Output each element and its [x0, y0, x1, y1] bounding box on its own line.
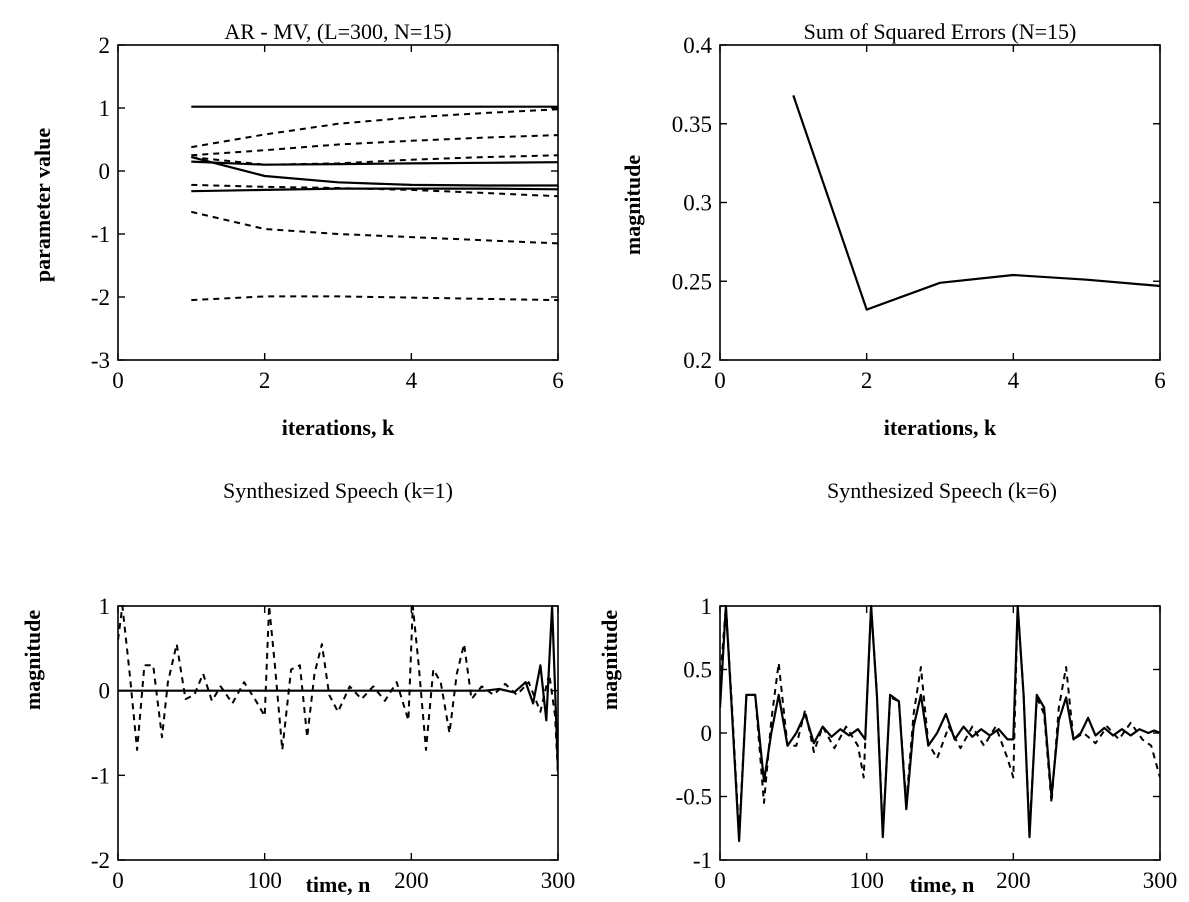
y-tick-label: 1	[99, 96, 111, 121]
panel-parameter-values: AR - MV, (L=300, N=15) iterations, k par…	[30, 19, 564, 440]
y-tick-label: -1	[91, 763, 110, 788]
x-tick-label: 300	[1143, 868, 1178, 893]
chart-title: AR - MV, (L=300, N=15)	[224, 19, 451, 44]
chart-title: Sum of Squared Errors (N=15)	[804, 19, 1077, 44]
panel-synthesized-speech-k1: Synthesized Speech (k=1) time, n magnitu…	[20, 478, 575, 897]
x-tick-label: 0	[112, 868, 124, 893]
series-line-4-solid	[191, 187, 558, 193]
x-tick-label: 4	[1008, 368, 1020, 393]
chart-title: Synthesized Speech (k=6)	[827, 478, 1057, 503]
x-tick-label: 4	[406, 368, 418, 393]
x-axis-label: time, n	[306, 872, 371, 897]
series-line-1-solid	[720, 605, 1160, 843]
x-tick-label: 2	[861, 368, 873, 393]
plot-frame	[117, 44, 559, 361]
y-tick-label: 1	[99, 594, 111, 619]
y-tick-label: 0	[99, 679, 111, 704]
series-line-1-solid	[118, 605, 558, 772]
y-tick-label: 0.35	[672, 112, 712, 137]
y-axis-label: parameter value	[30, 128, 55, 282]
series-line-2-solid	[191, 160, 558, 166]
y-tick-label: -1	[693, 848, 712, 873]
x-tick-label: 0	[714, 868, 726, 893]
y-tick-label: 0	[701, 721, 713, 746]
chart-title: Synthesized Speech (k=1)	[223, 478, 453, 503]
panel-sum-squared-errors: Sum of Squared Errors (N=15) iterations,…	[620, 19, 1166, 440]
series-line-10-dashed	[191, 295, 558, 302]
y-axis-label: magnitude	[20, 610, 45, 710]
plot-frame	[719, 44, 1161, 361]
x-axis-label: iterations, k	[884, 415, 997, 440]
x-tick-label: 6	[1154, 368, 1166, 393]
x-tick-label: 300	[541, 868, 576, 893]
panel-synthesized-speech-k6: Synthesized Speech (k=6) time, n magnitu…	[597, 478, 1177, 897]
y-tick-label: 0.5	[683, 658, 712, 683]
series-line-2-dashed	[118, 605, 558, 776]
x-tick-label: 100	[849, 868, 884, 893]
series-line-1-solid	[792, 95, 1160, 311]
y-tick-label: 0.4	[683, 33, 712, 58]
y-tick-label: -0.5	[676, 785, 712, 810]
x-tick-label: 200	[996, 868, 1031, 893]
x-axis-label: iterations, k	[282, 415, 395, 440]
series-line-2-dashed	[720, 605, 1160, 836]
x-tick-label: 6	[552, 368, 564, 393]
y-tick-label: 2	[99, 33, 111, 58]
y-axis-label: magnitude	[597, 610, 622, 710]
y-tick-label: 1	[701, 594, 713, 619]
x-tick-label: 2	[259, 368, 271, 393]
y-tick-label: 0.2	[683, 348, 712, 373]
x-tick-label: 0	[112, 368, 124, 393]
series-line-3-solid	[191, 156, 558, 187]
series-line-5-dashed	[191, 108, 558, 149]
y-tick-label: -1	[91, 222, 110, 247]
y-tick-label: -3	[91, 348, 110, 373]
x-tick-label: 200	[394, 868, 429, 893]
plot-frame	[117, 605, 559, 861]
x-tick-label: 0	[714, 368, 726, 393]
y-axis-label: magnitude	[620, 155, 645, 255]
x-tick-label: 100	[247, 868, 282, 893]
y-tick-label: 0	[99, 159, 111, 184]
series-line-9-dashed	[191, 210, 558, 245]
y-tick-label: -2	[91, 285, 110, 310]
y-tick-label: -2	[91, 848, 110, 873]
x-axis-label: time, n	[910, 872, 975, 897]
y-tick-label: 0.25	[672, 269, 712, 294]
y-tick-label: 0.3	[683, 191, 712, 216]
